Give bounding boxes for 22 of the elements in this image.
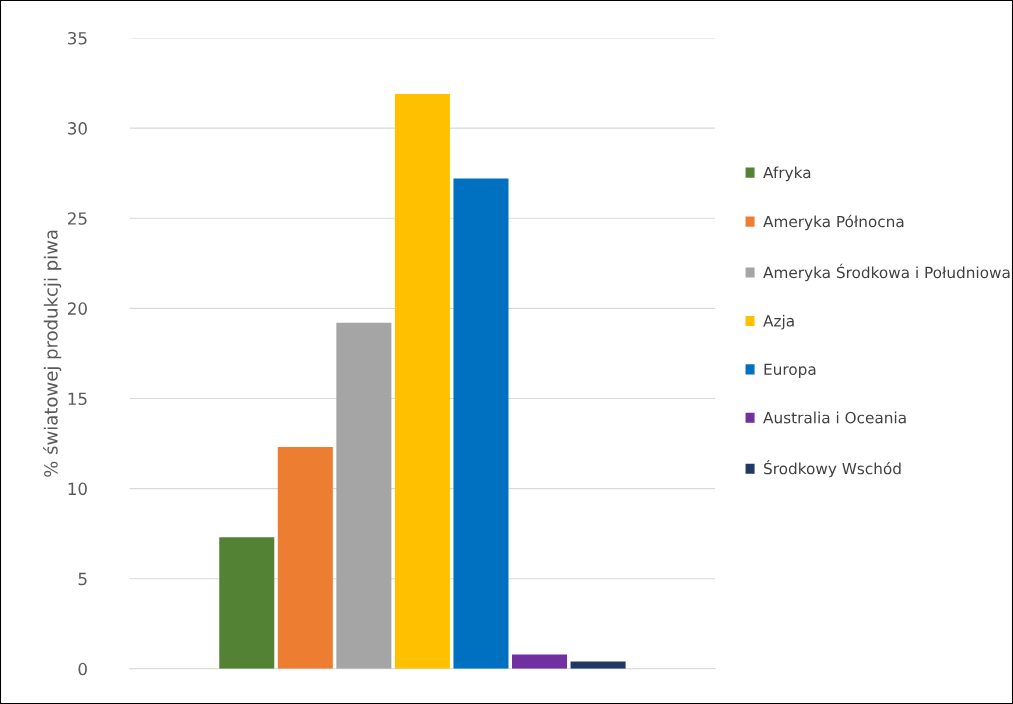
y-tick-label: 20	[68, 302, 87, 315]
bar	[512, 654, 568, 669]
y-axis-title: % światowej produkcji piwa	[43, 230, 62, 477]
y-tick-label: 0	[78, 662, 87, 676]
bar	[336, 322, 392, 669]
bar	[453, 178, 509, 669]
legend-label: Europa	[764, 363, 816, 378]
legend-label: Afryka	[763, 166, 811, 182]
y-tick-label: 15	[68, 392, 87, 406]
bar	[277, 447, 333, 669]
y-tick-label: 35	[68, 31, 87, 45]
legend-label: Ameryka Środkowa i Południowa	[763, 263, 1010, 282]
bar	[394, 93, 450, 669]
y-tick-label: 25	[68, 212, 87, 225]
legend-label: Azja	[763, 314, 794, 330]
legend-label: Ameryka Północna	[763, 214, 904, 231]
bar	[219, 537, 275, 669]
y-tick-label: 5	[78, 572, 87, 586]
legend-label: Środkowy Wschód	[764, 459, 901, 478]
legend-label: Australia i Oceania	[763, 411, 906, 424]
y-tick-label: 30	[68, 122, 87, 135]
y-tick-label: 10	[68, 482, 87, 496]
